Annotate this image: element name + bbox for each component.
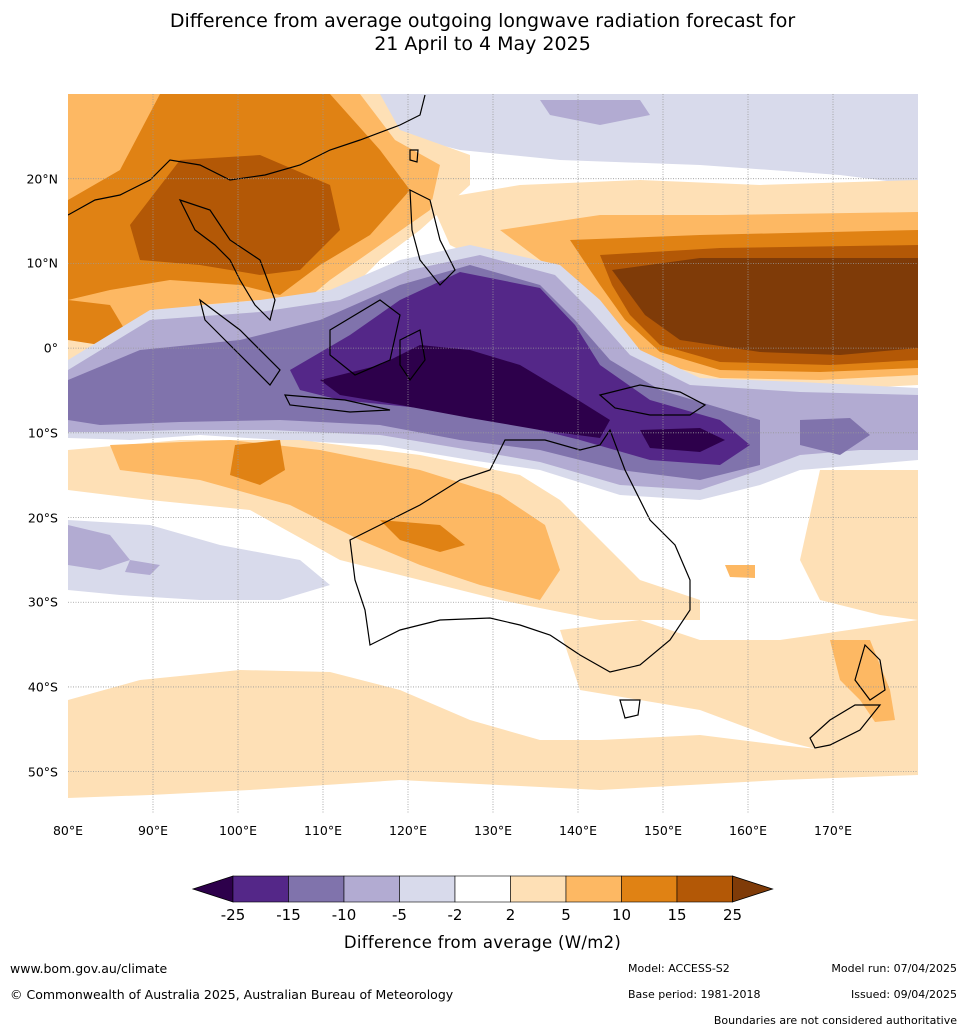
lat-tick-label: 20°S [27,510,58,526]
contour-south-dark-orange-a [230,440,285,485]
lat-tick-label: 40°S [27,679,58,695]
website-link[interactable]: www.bom.gov.au/climate [10,961,168,976]
contour-north-purple [540,100,650,125]
colorbar-segment [621,875,678,903]
contour-west-light-purple [68,520,330,600]
asia-coastline [68,94,426,216]
copyright-text: © Commonwealth of Australia 2025, Austra… [10,987,454,1002]
colorbar-tick-label: -2 [447,906,463,924]
taiwan-coastline [409,149,419,163]
colorbar-segment [232,875,289,903]
colorbar-tick-label: -15 [276,906,301,924]
contour-mc-darkest [320,345,610,438]
contour-pacific-southeast-orange [800,470,918,620]
lon-tick-label: 80°E [52,823,84,838]
colorbar-extend-high [732,875,774,903]
sulawesi-coastline [399,329,426,382]
contour-south-mid-orange [110,440,560,600]
borneo-coastline [329,299,401,376]
lon-tick-label: 170°E [813,823,853,838]
lon-tick-label: 100°E [218,823,258,838]
lat-tick-label: 0° [43,340,58,356]
contour-coral-orange [725,565,755,578]
contour-png-purple [800,418,870,455]
colorbar-tick-label: 5 [561,906,571,924]
png-coastline [598,384,707,416]
contour-west-purple [68,525,130,570]
lat-tick-label: 10°N [26,255,58,271]
coastlines [68,94,886,749]
contour-india-blob [68,300,125,345]
colorbar-label: Difference from average (W/m2) [343,933,622,952]
contour-south-dark-orange-b [380,520,465,552]
lon-tick-label: 160°E [728,823,768,838]
colorbar-segment [676,875,733,903]
contour-north-light-purple [360,94,918,185]
colorbar-segment [510,875,567,903]
model-run-text: Model run: 07/04/2025 [831,962,957,975]
colorbar-segment [288,875,345,903]
colorbar-tick-label: 15 [667,906,687,924]
issued-text: Issued: 09/04/2025 [850,988,957,1001]
java-coastline [283,394,391,413]
contour-tasman-light-orange [560,620,918,760]
contour-pacific-darkest [612,258,918,355]
olr-anomaly-map [68,94,918,814]
sumatra-coastline [199,298,281,386]
new-zealand-coastline [809,643,886,749]
colorbar-segment [454,875,511,903]
title-line-2: 21 April to 4 May 2025 [374,33,591,55]
title-line-1: Difference from average outgoing longwav… [169,10,796,32]
contour-tasman-mid-orange [830,640,895,722]
lon-tick-label: 130°E [473,823,513,838]
lon-tick-label: 150°E [643,823,683,838]
tasmania-coastline [619,699,641,719]
lat-tick-label: 50°S [27,764,58,780]
colorbar-segment [343,875,400,903]
lat-tick-label: 30°S [27,594,58,610]
colorbar [190,872,775,906]
colorbar-tick-label: -5 [392,906,407,924]
colorbar-segment [565,875,622,903]
colorbar-extend-low [191,875,234,903]
philippines-coastline [409,189,456,286]
lat-tick-label: 20°N [26,171,58,187]
lon-tick-label: 110°E [303,823,343,838]
colorbar-tick-label: 2 [505,906,516,924]
model-text: Model: ACCESS-S2 [628,962,730,975]
chart-title: Difference from average outgoing longwav… [0,10,965,56]
colorbar-svg [191,875,774,903]
contour-asia-brown [130,155,340,275]
map: 80°E 90°E 100°E 110°E 120°E 130°E 140°E 150°E 16… [26,94,918,838]
lon-tick-label: 120°E [388,823,428,838]
colorbar-segment [399,875,456,903]
colorbar-tick-label: 25 [722,906,743,924]
colorbar-tick-label: -10 [331,906,357,924]
colorbar-tick-label: -25 [220,906,246,924]
contour-west-purple-b [125,560,160,575]
lat-tick-label: 10°S [27,425,58,441]
gridlines [68,94,918,814]
australia-coastline [349,428,691,673]
base-period-text: Base period: 1981-2018 [628,988,761,1001]
colorbar-tick-label: 10 [611,906,632,924]
lon-tick-label: 90°E [137,823,169,838]
boundaries-note: Boundaries are not considered authoritat… [713,1014,957,1027]
contour-mc-east-darkest [640,428,725,452]
lon-tick-label: 140°E [558,823,598,838]
indochina-coastline [178,198,276,322]
